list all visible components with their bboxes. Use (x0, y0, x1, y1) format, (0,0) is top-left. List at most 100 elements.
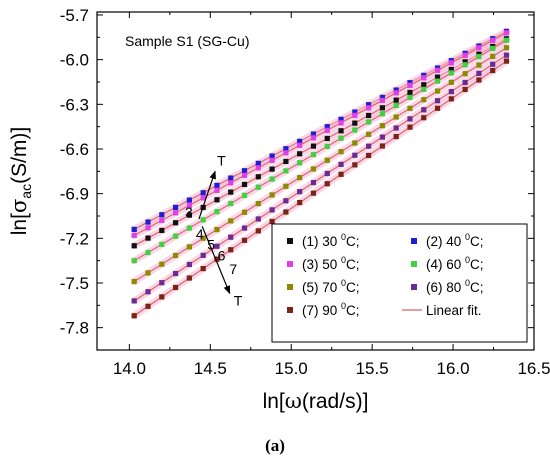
data-point (338, 149, 344, 155)
data-point (448, 70, 454, 76)
data-point (393, 102, 399, 109)
data-point (255, 200, 261, 207)
data-point (448, 88, 454, 95)
data-point (228, 218, 234, 224)
y-axis-label: ln[σac(S/m)] (7, 127, 34, 235)
data-point (324, 127, 330, 133)
arrow-increasing-T-down (201, 226, 231, 295)
data-point (200, 217, 206, 223)
data-point (338, 135, 344, 141)
data-point (297, 175, 303, 181)
data-point (255, 165, 261, 171)
data-point (462, 86, 468, 93)
data-point (407, 89, 413, 96)
arrow-down-series-label: 6 (218, 247, 226, 263)
data-point (172, 220, 179, 226)
data-point (159, 280, 165, 286)
data-point (503, 37, 510, 43)
legend-label: (4) 60 0C; (426, 255, 484, 272)
data-point (241, 172, 248, 178)
legend: (1) 30 0C; (2) 40 0C; (3) 50 0C; (4) 60 0C;… (271, 223, 528, 343)
legend-label: (5) 70 0C; (302, 278, 360, 295)
fit-line (133, 60, 507, 317)
data-point (172, 210, 179, 216)
data-point (476, 45, 482, 51)
data-point (228, 175, 234, 181)
data-point (269, 192, 275, 198)
data-point (338, 171, 344, 177)
data-point (228, 200, 234, 207)
data-point (159, 294, 165, 300)
data-point (214, 226, 220, 233)
x-axis-label-symbol: ω (285, 389, 302, 413)
data-point (324, 181, 330, 187)
data-point (283, 168, 289, 174)
data-point (131, 313, 137, 319)
data-point (172, 284, 179, 291)
y-axis-label-symbol: σ (7, 199, 31, 213)
legend-marker (287, 284, 293, 290)
data-point (366, 131, 372, 137)
data-point (159, 217, 165, 223)
data-point (145, 225, 151, 231)
legend-marker (411, 261, 417, 267)
arrow-up-series-label: 3 (185, 204, 193, 220)
data-point (131, 226, 137, 232)
fit-line (133, 54, 507, 302)
data-point (352, 152, 358, 158)
data-point (352, 140, 358, 146)
data-point (407, 124, 413, 130)
data-point (407, 94, 413, 101)
data-point (172, 252, 179, 259)
data-point (448, 96, 454, 102)
legend-marker (411, 284, 417, 290)
y-tick-label: -6.9 (60, 185, 89, 204)
data-point (407, 82, 413, 88)
data-point (214, 256, 220, 262)
data-point (407, 116, 413, 122)
data-point (476, 62, 482, 68)
x-tick-label: 15.0 (275, 359, 308, 378)
x-axis-label: ln[ω(rad/s)] (263, 389, 369, 413)
data-point (462, 71, 468, 77)
data-point (434, 74, 441, 80)
data-point (200, 235, 206, 241)
data-point (503, 58, 510, 64)
data-point (379, 97, 385, 103)
data-point (145, 270, 151, 276)
data-point (172, 270, 179, 277)
data-point (283, 150, 289, 156)
data-point (269, 176, 275, 182)
data-point (186, 275, 192, 281)
data-point (379, 111, 385, 117)
data-point (283, 198, 289, 204)
data-point (324, 157, 330, 163)
legend-label: (6) 80 0C; (426, 278, 484, 295)
arrow-down-series-label: 7 (229, 261, 237, 277)
data-point (310, 151, 317, 158)
data-point (366, 112, 372, 119)
data-point (393, 125, 399, 131)
data-point (214, 197, 220, 203)
data-point (338, 128, 344, 134)
data-point (421, 97, 427, 103)
legend-marker (411, 238, 417, 244)
data-point (186, 225, 192, 231)
data-point (145, 249, 151, 256)
y-tick-label: -6.0 (60, 51, 89, 70)
legend-box (271, 223, 528, 343)
data-point (255, 174, 261, 180)
data-point (379, 123, 385, 129)
data-point (324, 170, 330, 177)
data-point (352, 127, 358, 133)
fit-line (133, 47, 507, 282)
x-axis-label-suffix: (rad/s)] (302, 390, 369, 413)
data-point (476, 70, 482, 76)
data-point (159, 227, 165, 234)
x-tick-label: 16.0 (437, 359, 470, 378)
data-point (462, 59, 468, 65)
data-point (490, 37, 496, 43)
data-point (310, 166, 317, 172)
data-point (448, 60, 454, 66)
data-point (145, 289, 151, 295)
